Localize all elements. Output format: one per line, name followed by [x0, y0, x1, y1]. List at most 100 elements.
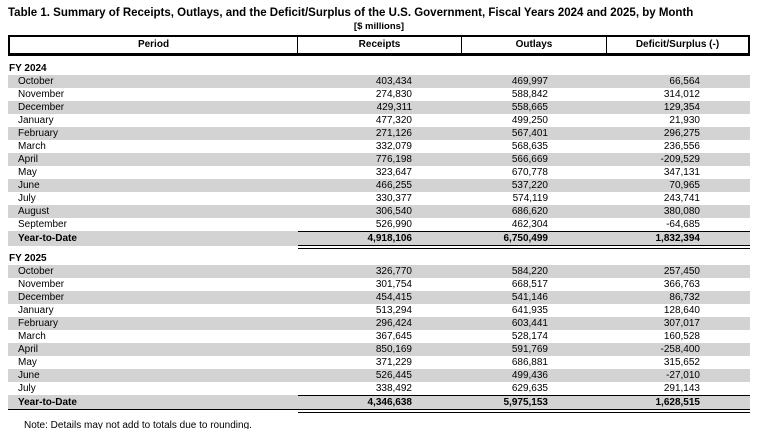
- outlays-cell: 629,635: [511, 383, 548, 394]
- deficit-cell: 66,564: [669, 76, 700, 87]
- period-cell: July: [18, 383, 36, 394]
- receipts-cell: 326,770: [375, 266, 412, 277]
- receipts-cell: 330,377: [375, 193, 412, 204]
- deficit-cell: 380,080: [663, 206, 700, 217]
- outlays-cell: 574,119: [512, 193, 548, 204]
- outlays-cell: 588,842: [511, 89, 548, 100]
- table-row: May 371,229 686,881 315,652: [8, 356, 750, 369]
- period-cell: November: [18, 279, 65, 290]
- deficit-cell: 314,012: [663, 89, 700, 100]
- period-cell: May: [18, 357, 37, 368]
- receipts-cell: 776,198: [375, 154, 412, 165]
- receipts-cell: 466,255: [375, 180, 412, 191]
- receipts-cell: 526,990: [375, 219, 412, 230]
- period-cell: May: [18, 167, 37, 178]
- units-caption: [$ millions]: [353, 21, 405, 32]
- table-row: October 326,770 584,220 257,450: [8, 265, 750, 278]
- deficit-cell: -64,685: [666, 219, 700, 230]
- period-cell: April: [18, 344, 39, 355]
- deficit-cell: 86,732: [669, 292, 700, 303]
- table-row: October 403,434 469,997 66,564: [8, 75, 750, 88]
- outlays-cell: 670,778: [511, 167, 548, 178]
- deficit-cell: 70,965: [669, 180, 700, 191]
- outlays-cell: 469,997: [511, 76, 548, 87]
- year-to-date-row-fy2024: Year-to-Date 4,918,106 6,750,499 1,832,3…: [8, 231, 750, 246]
- outlays-cell: 568,635: [511, 141, 548, 152]
- receipts-cell: 4,346,638: [298, 395, 462, 409]
- column-header-receipts: Receipts: [298, 37, 462, 53]
- receipts-cell: 429,311: [376, 102, 412, 113]
- period-cell: July: [18, 193, 36, 204]
- table-row: May 323,647 670,778 347,131: [8, 166, 750, 179]
- fiscal-year-label-fy2025: FY 2025: [9, 253, 47, 264]
- period-cell: November: [18, 89, 65, 100]
- deficit-cell: -27,010: [666, 370, 700, 381]
- deficit-cell: 366,763: [663, 279, 700, 290]
- period-cell: October: [18, 266, 54, 277]
- period-cell: March: [18, 141, 46, 152]
- table-title: Table 1. Summary of Receipts, Outlays, a…: [8, 7, 694, 19]
- period-cell: December: [18, 102, 65, 113]
- table-row: February 271,126 567,401 296,275: [8, 127, 750, 140]
- period-cell: Year-to-Date: [18, 233, 77, 244]
- outlays-cell: 603,441: [511, 318, 548, 329]
- table-row: July 338,492 629,635 291,143: [8, 382, 750, 395]
- period-cell: January: [18, 115, 54, 126]
- receipts-cell: 477,320: [375, 115, 412, 126]
- fiscal-year-label-fy2024: FY 2024: [9, 63, 47, 74]
- column-header-period: Period: [10, 37, 298, 53]
- outlays-cell: 641,935: [511, 305, 548, 316]
- outlays-cell: 499,436: [511, 370, 548, 381]
- double-rule: [298, 412, 750, 413]
- receipts-cell: 513,294: [375, 305, 412, 316]
- table-row: August 306,540 686,620 380,080: [8, 205, 750, 218]
- period-cell: December: [18, 292, 65, 303]
- receipts-cell: 338,492: [375, 383, 412, 394]
- year-to-date-row-fy2025: Year-to-Date 4,346,638 5,975,153 1,628,5…: [8, 395, 750, 410]
- table-row: November 274,830 588,842 314,012: [8, 88, 750, 101]
- double-rule: [298, 248, 750, 249]
- table-row: March 332,079 568,635 236,556: [8, 140, 750, 153]
- table-row: June 466,255 537,220 70,965: [8, 179, 750, 192]
- period-cell: April: [18, 154, 39, 165]
- table-row: January 477,320 499,250 21,930: [8, 114, 750, 127]
- period-cell: February: [18, 318, 59, 329]
- deficit-cell: 236,556: [663, 141, 700, 152]
- deficit-cell: 1,628,515: [607, 395, 750, 409]
- outlays-cell: 591,769: [511, 344, 548, 355]
- table-row: December 429,311 558,665 129,354: [8, 101, 750, 114]
- column-header-outlays: Outlays: [462, 37, 607, 53]
- outlays-cell: 668,517: [511, 279, 548, 290]
- table-row: January 513,294 641,935 128,640: [8, 304, 750, 317]
- table-row: June 526,445 499,436 -27,010: [8, 369, 750, 382]
- table-row: September 526,990 462,304 -64,685: [8, 218, 750, 231]
- table-row: April 776,198 566,669 -209,529: [8, 153, 750, 166]
- outlays-cell: 567,401: [511, 128, 548, 139]
- receipts-cell: 306,540: [375, 206, 412, 217]
- receipts-cell: 403,434: [375, 76, 412, 87]
- deficit-cell: -258,400: [660, 344, 700, 355]
- outlays-cell: 558,665: [511, 102, 548, 113]
- outlays-cell: 584,220: [511, 266, 548, 277]
- deficit-cell: 315,652: [663, 357, 700, 368]
- outlays-cell: 462,304: [511, 219, 548, 230]
- table-header-row: Period Receipts Outlays Deficit/Surplus …: [8, 35, 750, 56]
- table-row: April 850,169 591,769 -258,400: [8, 343, 750, 356]
- outlays-cell: 528,174: [511, 331, 548, 342]
- outlays-cell: 6,750,499: [462, 231, 607, 246]
- deficit-cell: 129,354: [663, 102, 700, 113]
- outlays-cell: 541,146: [511, 292, 548, 303]
- receipts-cell: 323,647: [375, 167, 412, 178]
- receipts-cell: 274,830: [375, 89, 412, 100]
- period-cell: February: [18, 128, 59, 139]
- table-row: February 296,424 603,441 307,017: [8, 317, 750, 330]
- outlays-cell: 499,250: [511, 115, 548, 126]
- table-body: FY 2024 October 403,434 469,997 66,564 N…: [8, 62, 750, 413]
- period-cell: October: [18, 76, 54, 87]
- deficit-cell: 160,528: [663, 331, 700, 342]
- period-cell: Year-to-Date: [18, 397, 77, 408]
- summary-table: Period Receipts Outlays Deficit/Surplus …: [8, 35, 750, 413]
- table-row: March 367,645 528,174 160,528: [8, 330, 750, 343]
- receipts-cell: 4,918,106: [298, 231, 462, 246]
